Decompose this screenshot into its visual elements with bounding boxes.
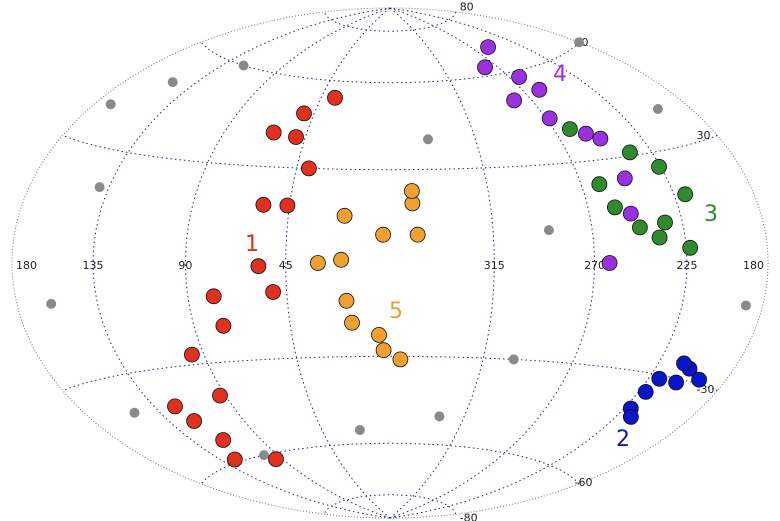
group-point [250, 258, 267, 275]
y-tick-label: -60 [575, 476, 593, 489]
parallel [62, 135, 718, 171]
group-point [336, 207, 353, 224]
meridian [389, 7, 495, 519]
group-point [300, 160, 317, 177]
group-point [344, 314, 360, 331]
source-point [354, 425, 365, 435]
group-point [562, 121, 578, 138]
sky-boundary [11, 7, 769, 519]
group-point [477, 59, 493, 76]
group-point [622, 144, 638, 161]
marks: 5 4 3 2 1 [46, 37, 751, 468]
group-point [657, 214, 673, 231]
group-point [622, 205, 639, 222]
y-tick-label: 80 [460, 1, 474, 14]
group-point [677, 186, 694, 203]
x-tick-label: 180 [743, 259, 764, 272]
group-point [371, 326, 387, 343]
group-point [268, 451, 284, 468]
group-point [607, 199, 623, 216]
group-point [226, 451, 243, 468]
y-tick-label: -80 [460, 511, 478, 521]
source-point [652, 104, 663, 114]
group-point [265, 284, 282, 300]
source-point [238, 60, 249, 71]
group-point [409, 226, 426, 243]
group-point [668, 374, 684, 391]
group-point [392, 351, 409, 368]
y-tick-label: 30 [697, 129, 711, 142]
x-tick-label: 180 [16, 259, 37, 272]
group-point [616, 170, 633, 187]
group-point [186, 413, 203, 429]
group-point [333, 251, 350, 268]
source-point [740, 300, 751, 311]
source-point [543, 225, 554, 236]
group-point [212, 387, 228, 404]
group-point [506, 92, 522, 109]
x-tick-label: 270 [584, 259, 605, 272]
group-label: 2 [616, 427, 630, 452]
group-point [591, 176, 608, 193]
group-point [623, 408, 639, 425]
x-tick-label: 225 [676, 259, 697, 272]
source-point [94, 182, 105, 193]
group-point [327, 89, 343, 106]
group-point [403, 183, 420, 199]
group-point [288, 129, 304, 146]
group-point [215, 317, 232, 334]
group-point [651, 370, 668, 387]
group-label: 1 [245, 232, 259, 257]
group-point [676, 355, 692, 372]
meridian [285, 7, 391, 519]
parallel [323, 11, 457, 32]
group-point [592, 130, 609, 147]
group-point [205, 288, 222, 305]
group-point [167, 398, 183, 415]
group-point [541, 110, 558, 127]
x-tick-label: 90 [178, 259, 192, 272]
group-label: 3 [704, 202, 718, 227]
group-point [578, 125, 594, 142]
source-point [574, 37, 584, 48]
grid: 1801359045315270225180806030-30-60-80 [16, 1, 764, 521]
group-point [691, 371, 707, 388]
group-point [511, 69, 527, 85]
group-point [651, 229, 668, 246]
group-label: 5 [389, 299, 403, 324]
source-point [46, 298, 57, 309]
group-point [651, 158, 667, 175]
group-label: 4 [553, 62, 567, 87]
source-point [508, 354, 519, 365]
group-point [601, 255, 618, 271]
source-point [129, 407, 140, 418]
x-tick-label: 135 [83, 259, 104, 272]
group-point [375, 226, 392, 243]
x-tick-label: 45 [279, 259, 293, 272]
group-point [265, 124, 282, 141]
group-point [279, 197, 296, 214]
group-point [531, 81, 548, 98]
group-point [480, 39, 497, 55]
group-point [682, 239, 699, 256]
source-point [259, 450, 269, 461]
group-point [183, 346, 200, 363]
source-point [105, 99, 116, 110]
x-tick-label: 315 [484, 259, 505, 272]
group-point [215, 432, 232, 448]
group-point [637, 383, 654, 400]
group-point [375, 342, 392, 359]
parallel [62, 355, 718, 391]
group-point [309, 255, 326, 271]
source-point [167, 77, 178, 88]
source-point [434, 411, 445, 422]
group-point [338, 292, 355, 309]
group-point [255, 196, 272, 213]
group-point [632, 219, 648, 236]
source-point [423, 134, 433, 145]
group-point [296, 105, 312, 122]
parallel [323, 494, 457, 515]
